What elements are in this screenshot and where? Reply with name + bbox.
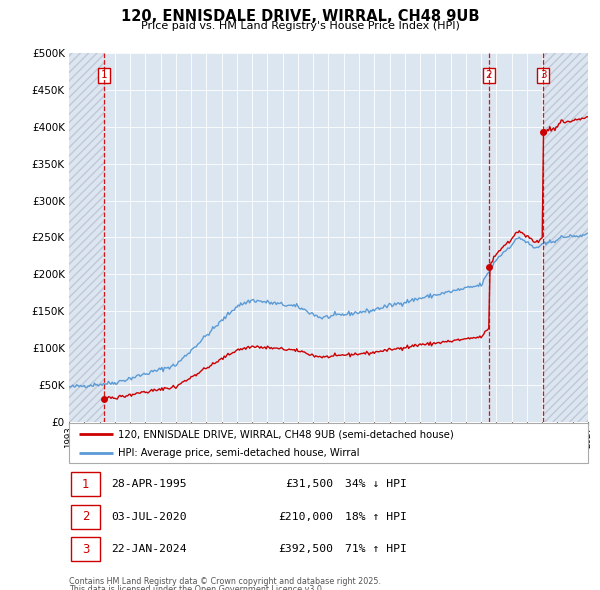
Text: 03-JUL-2020: 03-JUL-2020 bbox=[111, 512, 187, 522]
Text: 22-JAN-2024: 22-JAN-2024 bbox=[111, 545, 187, 554]
Text: Contains HM Land Registry data © Crown copyright and database right 2025.: Contains HM Land Registry data © Crown c… bbox=[69, 577, 381, 586]
Text: 34% ↓ HPI: 34% ↓ HPI bbox=[345, 480, 407, 489]
Text: 2: 2 bbox=[82, 510, 89, 523]
Text: 18% ↑ HPI: 18% ↑ HPI bbox=[345, 512, 407, 522]
Text: This data is licensed under the Open Government Licence v3.0.: This data is licensed under the Open Gov… bbox=[69, 585, 325, 590]
Text: 3: 3 bbox=[540, 70, 547, 80]
Bar bbox=[69, 53, 104, 422]
Bar bbox=[69, 53, 104, 422]
FancyBboxPatch shape bbox=[71, 537, 100, 561]
Text: 1: 1 bbox=[101, 70, 108, 80]
Text: 71% ↑ HPI: 71% ↑ HPI bbox=[345, 545, 407, 554]
Text: 2: 2 bbox=[485, 70, 492, 80]
FancyBboxPatch shape bbox=[71, 473, 100, 496]
Text: £210,000: £210,000 bbox=[278, 512, 333, 522]
Text: 120, ENNISDALE DRIVE, WIRRAL, CH48 9UB: 120, ENNISDALE DRIVE, WIRRAL, CH48 9UB bbox=[121, 9, 479, 24]
Text: 28-APR-1995: 28-APR-1995 bbox=[111, 480, 187, 489]
FancyBboxPatch shape bbox=[69, 423, 588, 463]
Text: 3: 3 bbox=[82, 543, 89, 556]
Text: HPI: Average price, semi-detached house, Wirral: HPI: Average price, semi-detached house,… bbox=[118, 448, 360, 458]
FancyBboxPatch shape bbox=[71, 505, 100, 529]
Text: 120, ENNISDALE DRIVE, WIRRAL, CH48 9UB (semi-detached house): 120, ENNISDALE DRIVE, WIRRAL, CH48 9UB (… bbox=[118, 430, 454, 440]
Bar bbox=[543, 53, 588, 422]
Text: £31,500: £31,500 bbox=[285, 480, 333, 489]
Text: 1: 1 bbox=[82, 478, 89, 491]
Text: Price paid vs. HM Land Registry's House Price Index (HPI): Price paid vs. HM Land Registry's House … bbox=[140, 21, 460, 31]
Text: £392,500: £392,500 bbox=[278, 545, 333, 554]
